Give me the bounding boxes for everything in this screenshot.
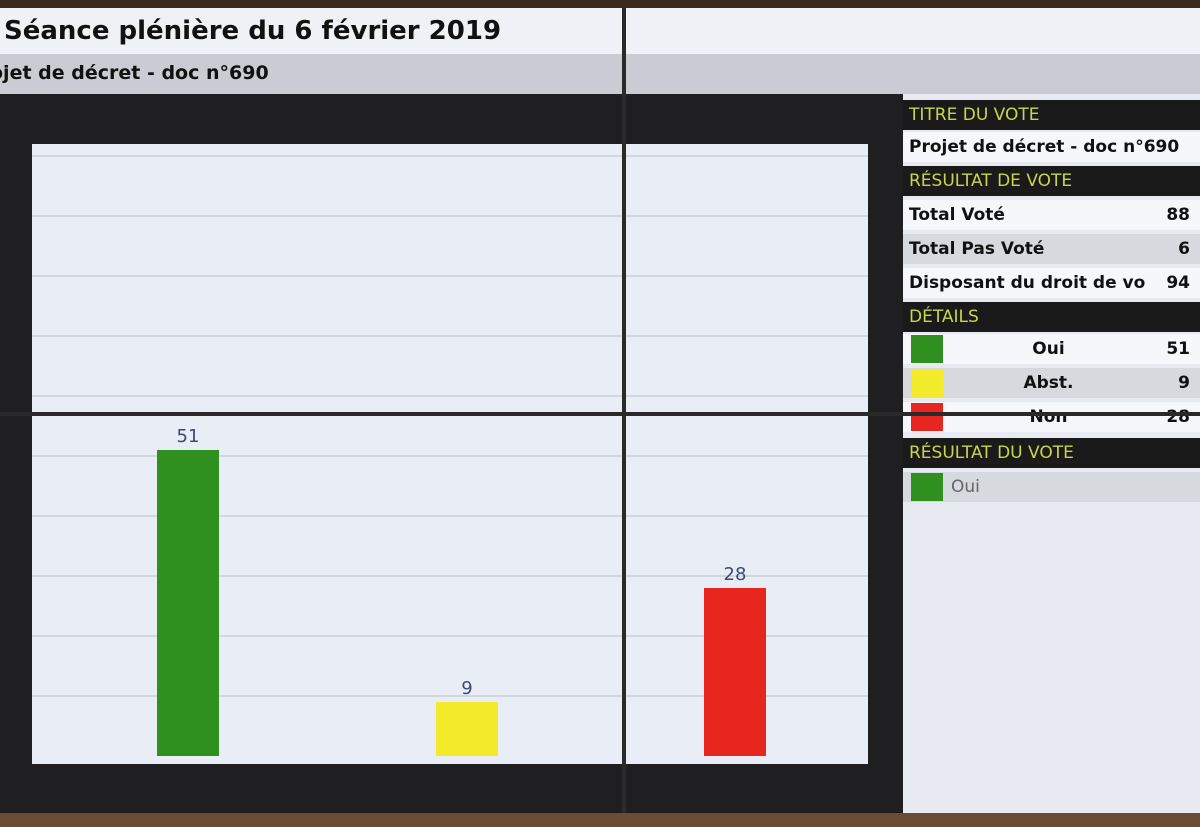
wall — [0, 813, 1200, 827]
resultat-du-vote-row: Oui — [903, 472, 1200, 502]
total-vote-row: Total Voté 88 — [903, 200, 1200, 230]
vote-bar-chart: 51 9 28 — [32, 155, 868, 756]
subtitle-bar: ojet de décret - doc n°690 — [0, 54, 1200, 94]
non-swatch — [911, 403, 943, 431]
bar-oui — [157, 450, 219, 756]
abst-swatch — [911, 369, 943, 397]
detail-row-oui: Oui 51 — [903, 334, 1200, 364]
title-bar: Séance plénière du 6 février 2019 — [0, 8, 1200, 54]
screen-seam-vertical — [622, 8, 626, 813]
bar-abst — [436, 702, 498, 756]
detail-row-abst: Abst. 9 — [903, 368, 1200, 398]
document-subtitle: ojet de décret - doc n°690 — [0, 62, 269, 84]
detail-row-non: Non 28 — [903, 402, 1200, 432]
bar-non — [704, 588, 766, 756]
resultat-de-vote-header: RÉSULTAT DE VOTE — [903, 166, 1200, 196]
session-title: Séance plénière du 6 février 2019 — [4, 16, 502, 46]
display-screen: Séance plénière du 6 février 2019 ojet d… — [0, 8, 1200, 813]
screen-seam-horizontal — [0, 412, 1200, 416]
oui-swatch — [911, 335, 943, 363]
results-panel: TITRE DU VOTE Projet de décret - doc n°6… — [903, 94, 1200, 813]
titre-du-vote-value: Projet de décret - doc n°690 — [903, 132, 1200, 162]
titre-du-vote-header: TITRE DU VOTE — [903, 100, 1200, 130]
details-header: DÉTAILS — [903, 302, 1200, 332]
total-pas-vote-row: Total Pas Voté 6 — [903, 234, 1200, 264]
plot-area: 51 9 28 — [32, 144, 868, 764]
resultat-du-vote-header: RÉSULTAT DU VOTE — [903, 438, 1200, 468]
data-label-oui: 51 — [177, 426, 200, 447]
data-label-abst: 9 — [461, 678, 472, 699]
result-swatch — [911, 473, 943, 501]
data-label-non: 28 — [724, 564, 747, 585]
droit-de-vote-row: Disposant du droit de vo 94 — [903, 268, 1200, 298]
